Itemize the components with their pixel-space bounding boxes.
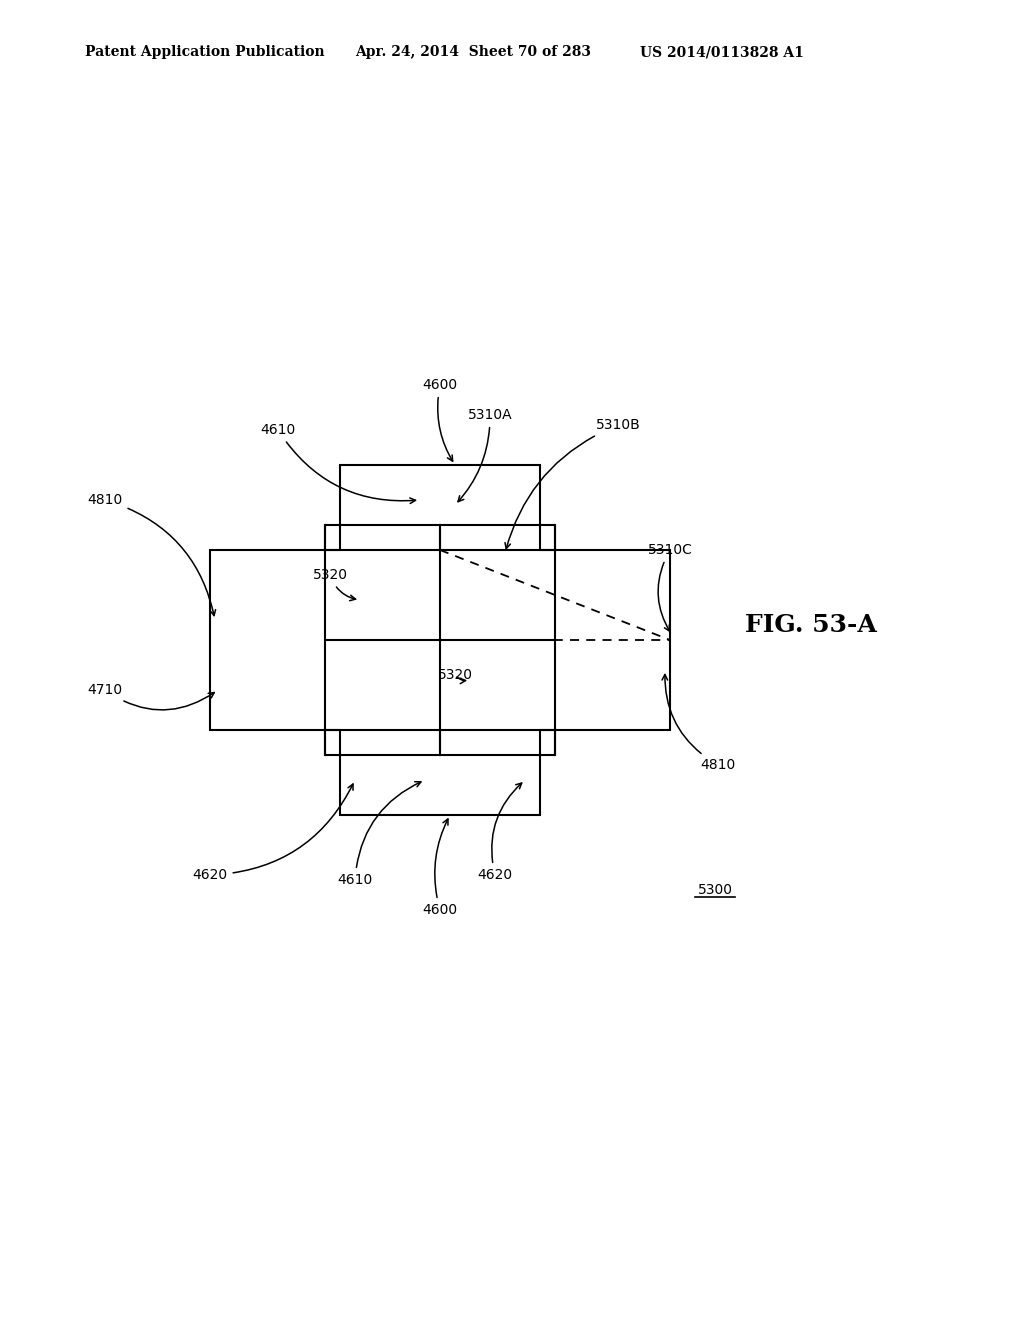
Text: 4600: 4600	[423, 378, 458, 461]
Text: 4620: 4620	[193, 784, 353, 882]
Text: 5310C: 5310C	[647, 543, 692, 631]
Text: 4810: 4810	[87, 492, 216, 615]
Text: 5300: 5300	[697, 883, 732, 898]
Text: 4610: 4610	[337, 781, 421, 887]
Text: 4710: 4710	[87, 682, 214, 710]
Text: 4810: 4810	[663, 675, 735, 772]
Text: 5310B: 5310B	[505, 418, 640, 549]
Text: 4600: 4600	[423, 818, 458, 917]
Text: FIG. 53-A: FIG. 53-A	[745, 612, 877, 638]
Text: 4620: 4620	[477, 783, 521, 882]
Bar	[325, 525, 555, 755]
Text: 5320: 5320	[437, 668, 472, 684]
Text: 5320: 5320	[312, 568, 355, 601]
Text: 5310A: 5310A	[458, 408, 512, 502]
Text: Patent Application Publication: Patent Application Publication	[85, 45, 325, 59]
Text: 4610: 4610	[260, 422, 416, 503]
Text: Apr. 24, 2014  Sheet 70 of 283: Apr. 24, 2014 Sheet 70 of 283	[355, 45, 591, 59]
Text: US 2014/0113828 A1: US 2014/0113828 A1	[640, 45, 804, 59]
